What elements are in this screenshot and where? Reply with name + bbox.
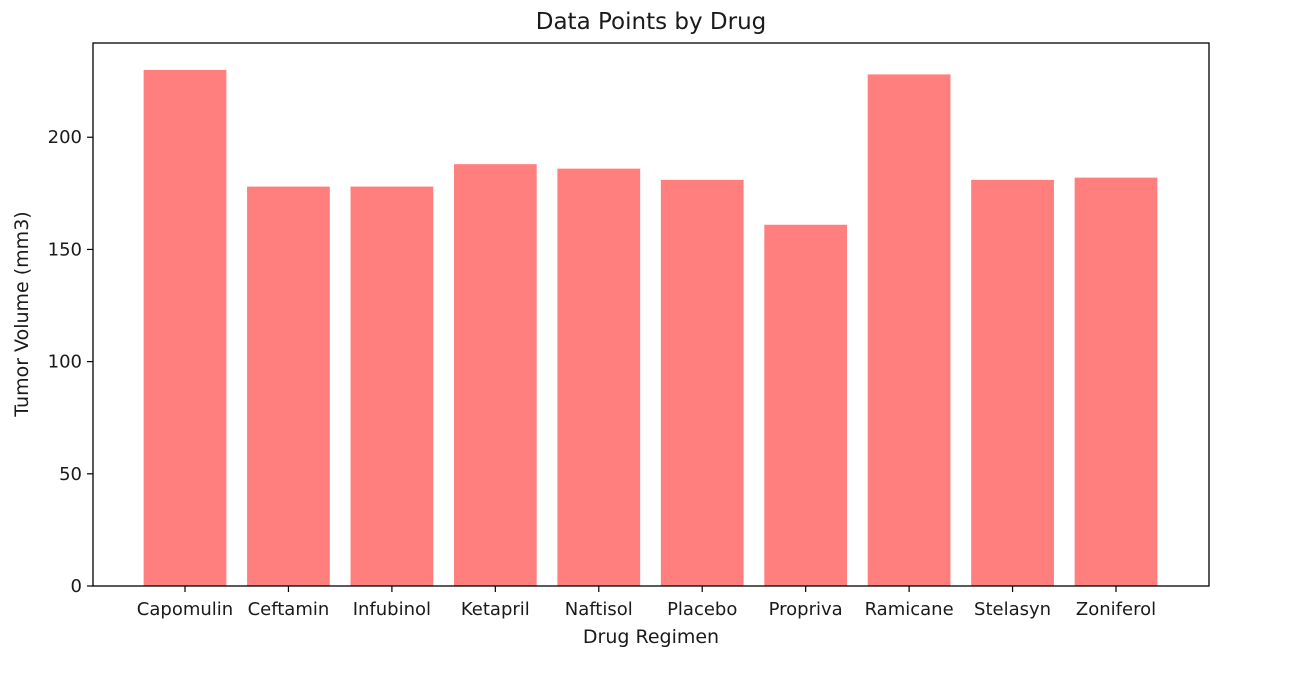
x-tick-label: Infubinol — [353, 599, 431, 620]
bars-layer — [143, 69, 1158, 587]
plot-frame — [92, 42, 1210, 587]
y-tick-label: 200 — [48, 127, 82, 148]
x-tick-label: Capomulin — [137, 599, 233, 620]
x-tick-label: Stelasyn — [974, 599, 1051, 620]
y-tick-label: 50 — [59, 464, 82, 485]
bar-ketapril — [453, 164, 537, 586]
bar-capomulin — [143, 69, 227, 587]
x-tick-label: Ceftamin — [248, 599, 330, 620]
y-axis-label: Tumor Volume (mm3) — [11, 211, 33, 417]
x-tick-label: Placebo — [667, 599, 737, 620]
y-tick-label: 150 — [48, 239, 82, 260]
x-tick-label: Ramicane — [865, 599, 954, 620]
bar-stelasyn — [971, 179, 1054, 587]
y-axis: 0 50 100 150 200 — [48, 127, 93, 597]
bar-ceftamin — [247, 186, 330, 586]
x-tick-label: Propriva — [769, 599, 843, 620]
bar-placebo — [660, 179, 744, 587]
x-tick-label: Naftisol — [565, 599, 633, 620]
x-axis-label: Drug Regimen — [583, 626, 719, 648]
x-tick-label: Zoniferol — [1076, 599, 1156, 620]
bar-infubinol — [350, 186, 434, 586]
y-tick-label: 0 — [71, 576, 82, 597]
x-axis: Capomulin Ceftamin Infubinol Ketapril Naftis… — [137, 586, 1156, 620]
chart-title: Data Points by Drug — [536, 9, 767, 35]
bar-naftisol — [557, 168, 641, 586]
x-tick-label: Ketapril — [461, 599, 530, 620]
y-tick-label: 100 — [48, 352, 82, 373]
bar-ramicane — [867, 74, 951, 587]
bar-zoniferol — [1074, 177, 1158, 586]
bar-propriva — [764, 224, 848, 587]
